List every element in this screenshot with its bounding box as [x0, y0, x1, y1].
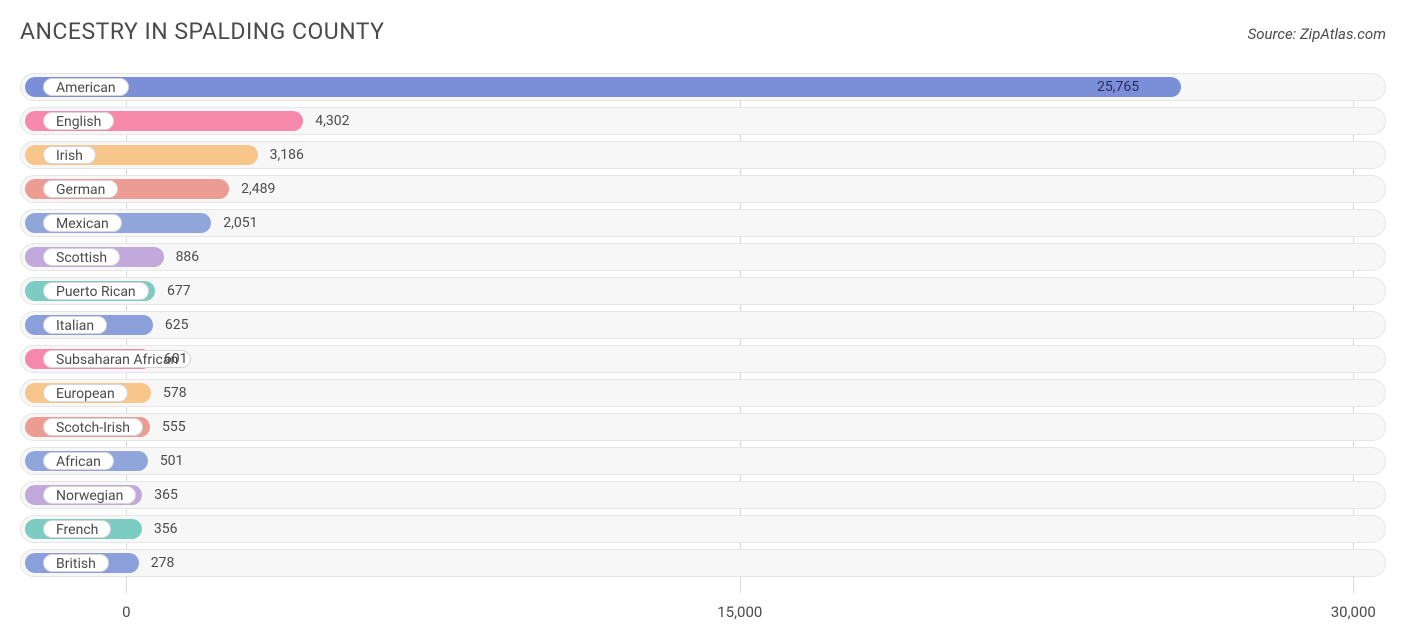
bar-value: 501: [160, 452, 184, 470]
bar-value: 3,186: [270, 146, 304, 164]
bar-track: Subsaharan African601: [20, 345, 1386, 373]
bar-track: African 501: [20, 447, 1386, 475]
bar-value: 356: [154, 520, 178, 538]
bar-value: 677: [167, 282, 191, 300]
bar-track: American 25,765: [20, 73, 1386, 101]
bar-value: 4,302: [315, 112, 349, 130]
source-label: Source: ZipAtlas.com: [1248, 25, 1386, 43]
bar-value: 625: [165, 316, 189, 334]
bar-label: British: [43, 554, 109, 572]
bar-track: European 578: [20, 379, 1386, 407]
bar-fill: [25, 77, 1181, 97]
bar-label: Mexican: [43, 214, 122, 232]
bar-row: British 278: [20, 549, 1386, 577]
bar-value: 365: [154, 486, 178, 504]
bar-label: Scotch-Irish: [43, 418, 143, 436]
bar-label: Irish: [43, 146, 96, 164]
bar-value: 278: [151, 554, 175, 572]
bar-row: German 2,489: [20, 175, 1386, 203]
bar-label: American: [43, 78, 129, 96]
plot-area: American 25,765 English 4,302 Irish 3,186 Germ…: [20, 73, 1386, 591]
bar-track: English 4,302: [20, 107, 1386, 135]
bar-track: German 2,489: [20, 175, 1386, 203]
bar-row: Scotch-Irish 555: [20, 413, 1386, 441]
bar-track: Scottish 886: [20, 243, 1386, 271]
x-tick-label: 15,000: [717, 603, 762, 621]
bar-label: Scottish: [43, 248, 120, 266]
bar-row: Italian 625: [20, 311, 1386, 339]
bar-track: French 356: [20, 515, 1386, 543]
bar-track: Puerto Rican 677: [20, 277, 1386, 305]
bar-row: Subsaharan African601: [20, 345, 1386, 373]
bar-track: Italian 625: [20, 311, 1386, 339]
x-tick-label: 30,000: [1331, 603, 1376, 621]
bar-chart: American 25,765 English 4,302 Irish 3,186 Germ…: [20, 73, 1386, 633]
chart-title: ANCESTRY IN SPALDING COUNTY: [20, 18, 385, 45]
bar-track: Mexican 2,051: [20, 209, 1386, 237]
bar-track: British 278: [20, 549, 1386, 577]
x-tick-label: 0: [122, 603, 130, 621]
bar-value: 555: [162, 418, 186, 436]
bar-row: Puerto Rican 677: [20, 277, 1386, 305]
bar-label: Puerto Rican: [43, 282, 149, 300]
bar-track: Scotch-Irish 555: [20, 413, 1386, 441]
bar-row: European 578: [20, 379, 1386, 407]
bar-value: 886: [176, 248, 200, 266]
bar-label: English: [43, 112, 114, 130]
bar-value: 578: [163, 384, 187, 402]
bar-label: African: [43, 452, 114, 470]
bar-row: Scottish 886: [20, 243, 1386, 271]
bar-value: 601: [164, 350, 188, 368]
bar-row: French 356: [20, 515, 1386, 543]
chart-container: ANCESTRY IN SPALDING COUNTY Source: ZipA…: [0, 0, 1406, 643]
bar-value: 2,489: [241, 180, 275, 198]
bar-row: African 501: [20, 447, 1386, 475]
bar-label: Italian: [43, 316, 107, 334]
bar-value: 2,051: [223, 214, 257, 232]
bar-row: American 25,765: [20, 73, 1386, 101]
bar-track: Irish 3,186: [20, 141, 1386, 169]
bar-label: French: [43, 520, 111, 538]
bar-row: Irish 3,186: [20, 141, 1386, 169]
bar-value: 25,765: [1097, 78, 1139, 96]
x-axis: 0 15,000 30,000: [20, 603, 1386, 623]
header: ANCESTRY IN SPALDING COUNTY Source: ZipA…: [20, 18, 1386, 45]
bar-label: Norwegian: [43, 486, 136, 504]
bar-row: Norwegian 365: [20, 481, 1386, 509]
bar-label: European: [43, 384, 128, 402]
bar-row: English 4,302: [20, 107, 1386, 135]
bar-row: Mexican 2,051: [20, 209, 1386, 237]
bar-label: German: [43, 180, 118, 198]
bar-track: Norwegian 365: [20, 481, 1386, 509]
